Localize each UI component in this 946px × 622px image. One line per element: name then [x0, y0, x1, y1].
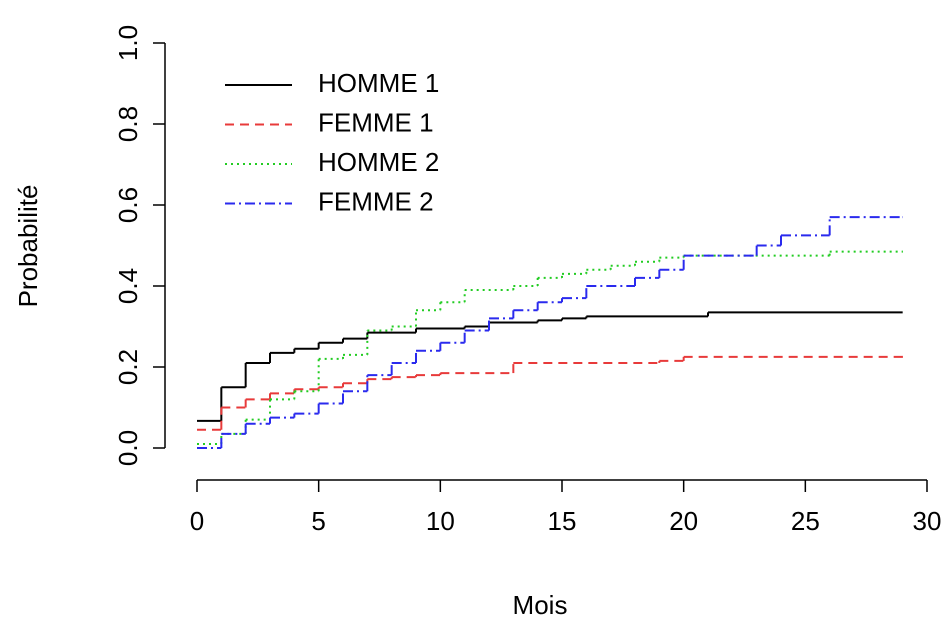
y-tick-label: 0.0 — [113, 430, 143, 466]
y-tick-label: 0.6 — [113, 187, 143, 223]
x-axis-label: Mois — [513, 590, 568, 620]
x-tick-label: 30 — [913, 506, 942, 536]
x-tick-label: 15 — [548, 506, 577, 536]
y-tick-label: 0.4 — [113, 268, 143, 304]
legend-label: HOMME 1 — [318, 68, 439, 98]
legend-label: HOMME 2 — [318, 147, 439, 177]
x-tick-label: 25 — [791, 506, 820, 536]
x-tick-label: 20 — [669, 506, 698, 536]
legend-label: FEMME 2 — [318, 186, 434, 216]
y-tick-label: 0.2 — [113, 349, 143, 385]
x-tick-label: 5 — [311, 506, 325, 536]
y-tick-label: 1.0 — [113, 25, 143, 61]
x-tick-label: 0 — [190, 506, 204, 536]
legend-label: FEMME 1 — [318, 107, 434, 137]
y-tick-label: 0.8 — [113, 106, 143, 142]
x-tick-label: 10 — [426, 506, 455, 536]
y-axis-label: Probabilité — [13, 185, 43, 308]
